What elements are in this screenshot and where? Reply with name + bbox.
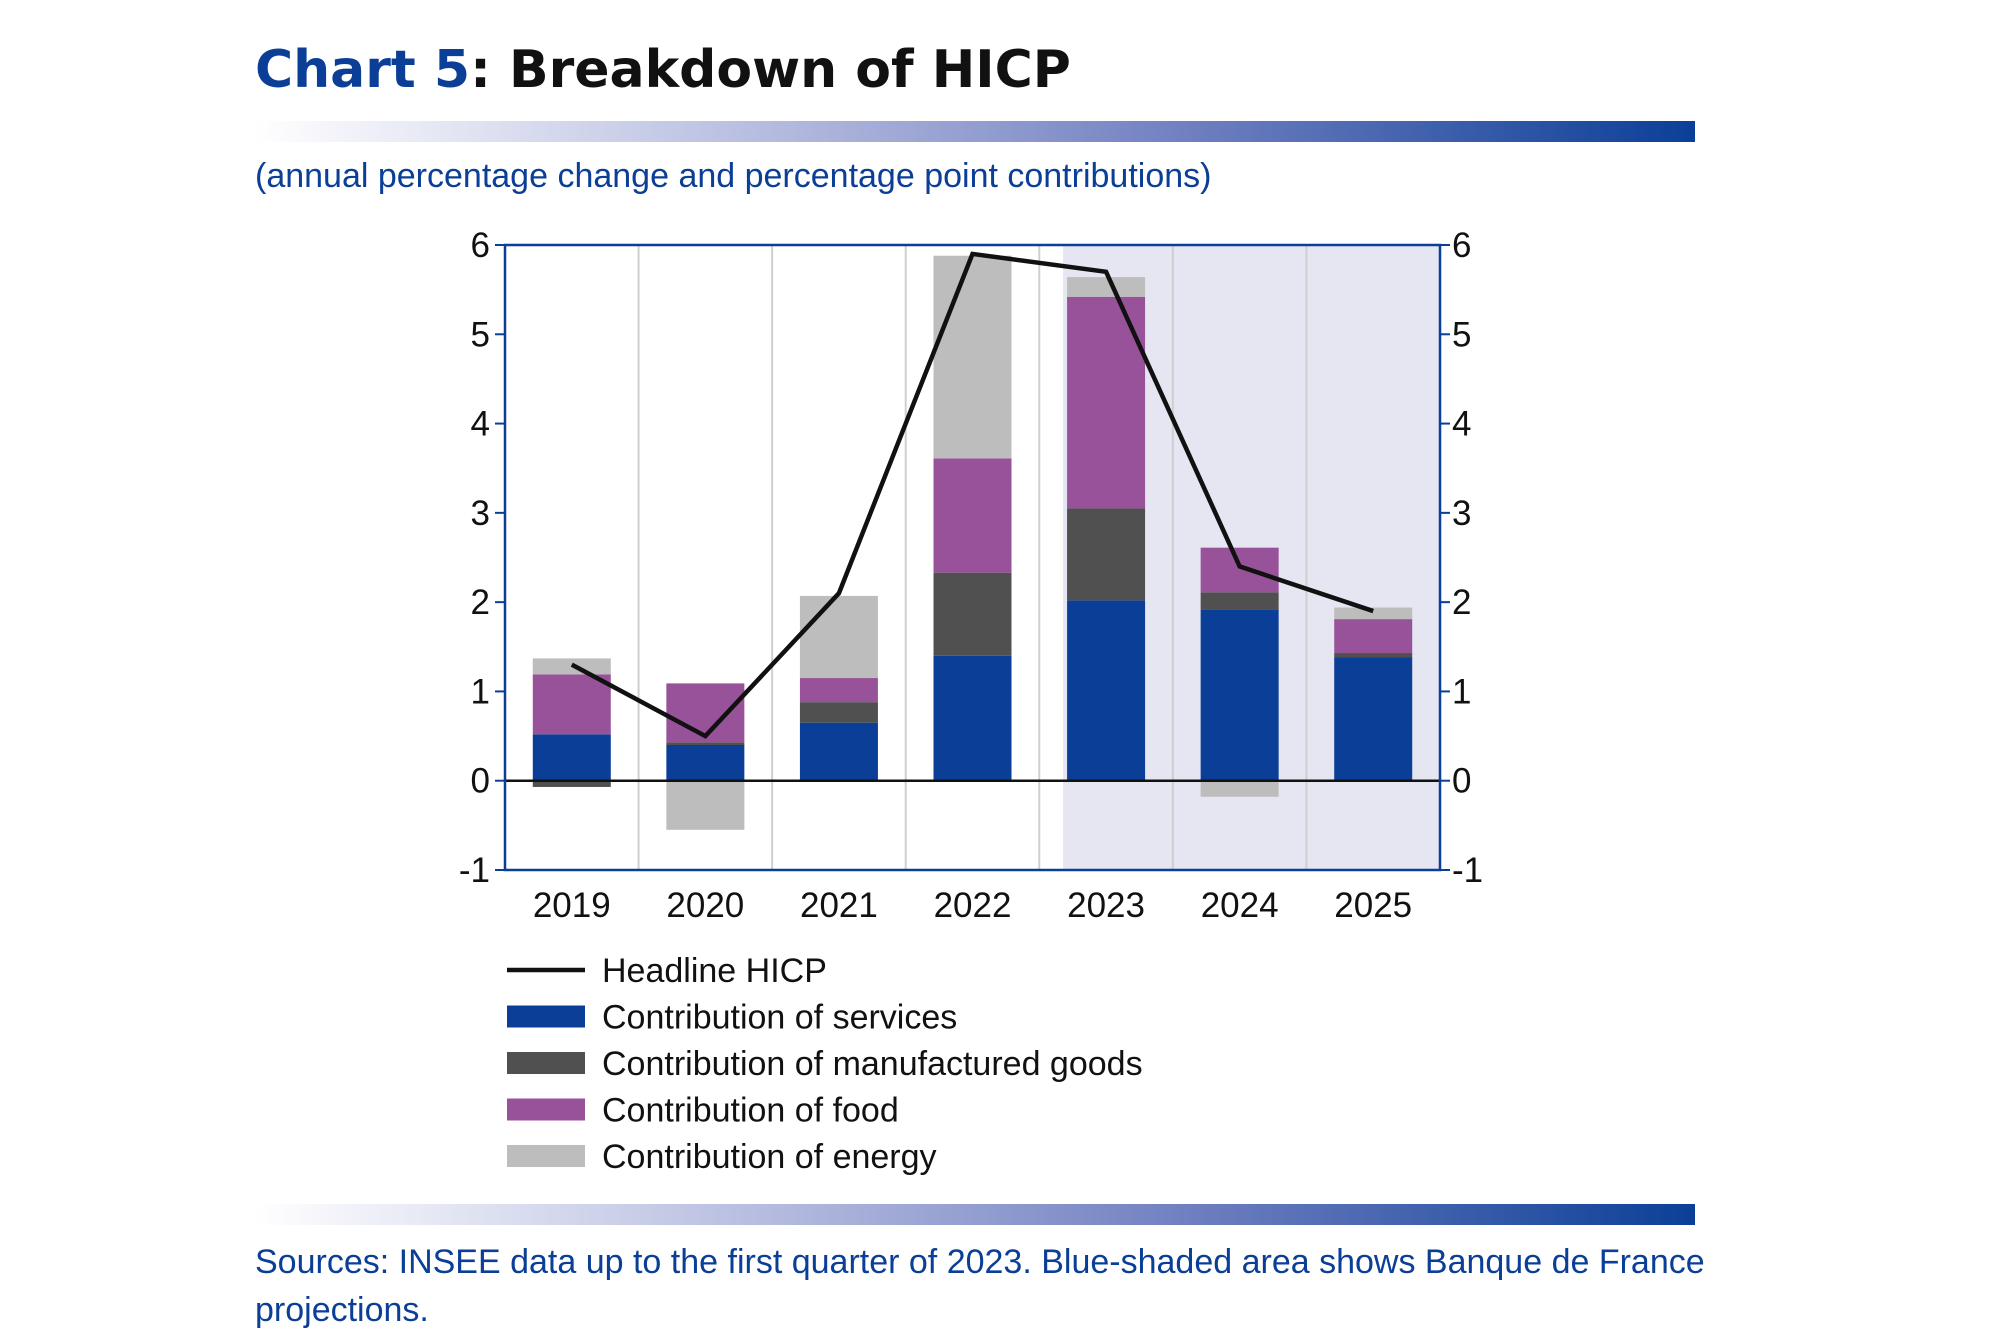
chart-title: Chart 5: Breakdown of HICP [255,40,1071,100]
y-tick-label-left: 2 [471,583,490,622]
bar-manufactured-2021 [799,702,878,723]
y-tick-label-right: 3 [1452,494,1471,533]
bar-manufactured-2023 [1067,508,1146,601]
x-tick-label: 2020 [666,886,744,925]
bottom-gradient-rule [255,1204,1695,1225]
x-tick-label: 2021 [800,886,878,925]
y-tick-label-right: 2 [1452,583,1471,622]
legend-swatch-services [507,1005,585,1028]
legend-label-headline: Headline HICP [602,952,827,990]
bar-energy-2023 [1067,277,1146,297]
x-tick-label: 2025 [1334,886,1412,925]
legend-swatch-food [507,1098,585,1121]
chart-title-text: : Breakdown of HICP [470,40,1071,100]
bar-services-2022 [933,655,1012,781]
legend-label-food: Contribution of food [602,1092,899,1130]
headline-hicp-line [570,251,1374,739]
legend-swatch-manufactured [507,1052,585,1074]
bar-food-2019 [532,674,611,735]
bar-energy-2021 [799,595,878,679]
bar-food-2025 [1334,619,1413,654]
bar-energy-2022 [933,255,1012,459]
bar-energy-2020 [666,780,745,830]
bar-manufactured-2024 [1200,592,1279,610]
chart-number: Chart 5 [255,40,471,100]
bar-services-2019 [532,734,611,781]
y-tick-label-right: -1 [1452,851,1483,890]
y-tick-label-left: -1 [459,851,490,890]
bar-services-2020 [666,745,745,781]
bar-food-2020 [666,683,745,743]
y-tick-label-left: 3 [471,494,490,533]
bar-services-2023 [1067,600,1146,781]
legend-label-manufactured: Contribution of manufactured goods [602,1045,1143,1083]
bar-energy-2025 [1334,607,1413,620]
y-tick-label-right: 6 [1452,226,1471,265]
y-tick-label-left: 1 [471,672,490,711]
x-tick-label: 2019 [533,886,611,925]
y-tick-label-left: 4 [471,405,490,444]
plot-frame [503,243,1442,872]
bar-manufactured-2025 [1334,653,1413,658]
y-tick-label-left: 5 [471,315,490,354]
chart-subtitle: (annual percentage change and percentage… [255,157,1212,195]
y-tick-label-right: 4 [1452,405,1471,444]
bar-energy-2024 [1200,780,1279,797]
y-tick-label-left: 6 [471,226,490,265]
sources-note: Sources: INSEE data up to the first quar… [255,1243,1705,1329]
x-tick-label: 2023 [1067,886,1145,925]
top-gradient-rule [255,121,1695,142]
bar-services-2025 [1334,657,1413,781]
legend-label-services: Contribution of services [602,999,957,1037]
bar-manufactured-2020 [666,742,745,745]
y-tick-label-right: 1 [1452,672,1471,711]
legend-label-energy: Contribution of energy [602,1138,937,1176]
bar-manufactured-2019 [532,780,611,787]
bar-manufactured-2022 [933,572,1012,656]
x-tick-label: 2024 [1201,886,1279,925]
bar-food-2021 [799,678,878,703]
y-tick-label-right: 5 [1452,315,1471,354]
legend-swatch-energy [507,1145,585,1167]
bar-food-2022 [933,458,1012,573]
bar-food-2024 [1200,547,1279,593]
x-tick-label: 2022 [934,886,1012,925]
bar-services-2021 [799,722,878,781]
y-tick-label-right: 0 [1452,762,1471,801]
bar-services-2024 [1200,609,1279,781]
y-tick-label-left: 0 [471,762,490,801]
